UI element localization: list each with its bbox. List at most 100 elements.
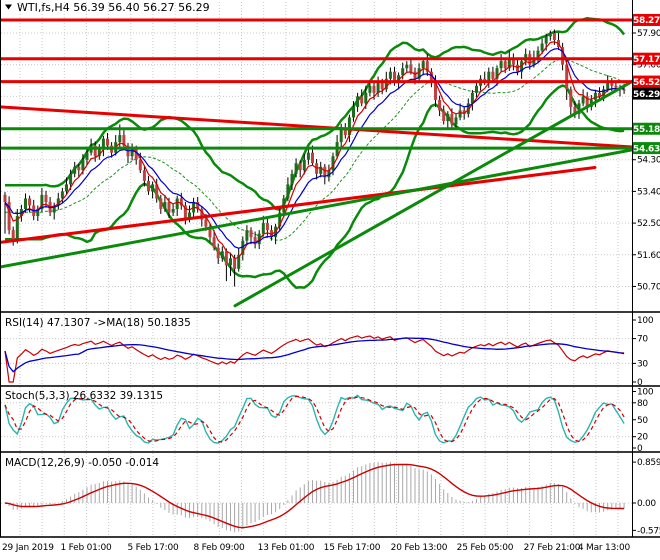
candle-body <box>573 106 577 114</box>
macd-label: MACD(12,26,9) -0.050 -0.014 <box>5 457 159 469</box>
axis-tick-label: 100 <box>637 388 654 398</box>
candle-body <box>3 194 7 202</box>
time-axis-label: 8 Feb 09:00 <box>193 543 245 553</box>
candle-body <box>520 61 524 72</box>
candle-body <box>130 149 134 157</box>
candle-body <box>450 113 454 125</box>
chart-title: WTI,fs,H4 56.39 56.40 56.27 56.29 <box>17 1 210 14</box>
candle-body <box>507 57 511 69</box>
time-axis-label: 4 Mar 13:00 <box>578 543 631 553</box>
candle-body <box>220 251 224 259</box>
candle-body <box>323 166 327 178</box>
candle-body <box>581 96 585 104</box>
candle-body <box>159 198 163 209</box>
candle-body <box>552 33 556 41</box>
candle-body <box>499 61 503 69</box>
candle-body <box>434 82 437 100</box>
price-badge <box>633 122 660 135</box>
candle-body <box>409 64 413 72</box>
candle-body <box>101 138 105 150</box>
candle-body <box>327 170 331 178</box>
axis-tick-label: 52.50 <box>637 219 660 229</box>
time-axis-label: 20 Feb 13:00 <box>391 543 448 553</box>
candle-body <box>511 57 515 65</box>
candle-body <box>311 152 314 164</box>
candle-body <box>204 219 208 227</box>
candle-body <box>122 135 126 146</box>
candle-body <box>171 209 175 213</box>
candle-body <box>585 96 589 107</box>
candle-body <box>544 36 548 44</box>
stochastic-pane <box>4 394 625 444</box>
time-axis-label: 27 Feb 21:00 <box>524 543 581 553</box>
candle-body <box>290 173 294 185</box>
candle-body <box>356 96 360 107</box>
candle-body <box>302 159 306 171</box>
candle-body <box>36 209 40 217</box>
time-axis-label: 1 Feb 01:00 <box>60 543 112 553</box>
axis-tick-label: 30 <box>637 359 648 369</box>
candle-body <box>442 110 446 121</box>
time-axis-label: 25 Feb 05:00 <box>457 543 514 553</box>
time-axis-label: 29 Jan 2019 <box>2 543 54 553</box>
candle-body <box>24 198 27 209</box>
trendline-green <box>233 80 634 308</box>
candle-body <box>319 166 323 174</box>
candle-body <box>106 138 109 146</box>
candle-body <box>446 113 450 121</box>
candle-body <box>360 96 364 104</box>
candle-body <box>401 68 405 76</box>
candle-body <box>536 50 540 58</box>
candle-body <box>405 64 409 69</box>
price-badge-label: 56.29 <box>633 90 660 100</box>
candle-body <box>188 212 191 220</box>
candle-body <box>540 43 544 51</box>
axis-tick-label: 0 <box>637 444 643 454</box>
candle-body <box>598 92 601 97</box>
candle-body <box>393 71 396 83</box>
candle-body <box>364 92 368 104</box>
candle-body <box>237 254 241 269</box>
axis-labels: 57.9057.0056.1054.3053.4052.5051.6050.70… <box>2 29 660 553</box>
candle-body <box>610 82 614 86</box>
candle-body <box>454 117 458 125</box>
candle-body <box>241 240 245 255</box>
candle-body <box>134 149 138 160</box>
candle-body <box>216 247 220 259</box>
candle-body <box>56 198 60 206</box>
candlesticks <box>3 29 626 287</box>
price-badge-label: 55.18 <box>633 125 660 135</box>
candle-body <box>44 194 48 202</box>
candle-body <box>491 71 495 79</box>
candle-body <box>294 163 298 174</box>
candle-body <box>11 230 15 241</box>
candle-body <box>278 212 282 227</box>
axis-tick-label: 100 <box>637 316 654 326</box>
candle-body <box>475 85 478 93</box>
price-badge <box>633 52 660 65</box>
axis-tick-label: 50 <box>637 416 648 426</box>
stoch-d-line <box>4 395 625 443</box>
price-badges: 58.27 57.17 56.52 55.18 54.63 56.29 <box>633 13 660 154</box>
candle-body <box>384 78 388 90</box>
candle-body <box>249 230 253 238</box>
candle-body <box>462 110 466 114</box>
axis-tick-label: 57.00 <box>637 61 660 71</box>
candle-body <box>118 135 122 143</box>
candle-body <box>368 85 372 93</box>
candle-body <box>438 99 442 111</box>
candle-body <box>265 223 269 231</box>
candle-body <box>233 258 237 269</box>
candle-body <box>212 237 216 248</box>
candle-body <box>28 198 32 206</box>
candle-body <box>60 191 64 199</box>
candle-body <box>577 103 581 114</box>
price-badge <box>633 87 660 100</box>
candle-body <box>208 226 212 238</box>
symbol-dropdown-icon[interactable] <box>5 4 12 10</box>
candle-body <box>565 64 569 90</box>
candle-body <box>614 85 618 88</box>
candle-body <box>73 166 77 174</box>
candle-body <box>466 103 470 114</box>
candle-body <box>81 159 85 171</box>
